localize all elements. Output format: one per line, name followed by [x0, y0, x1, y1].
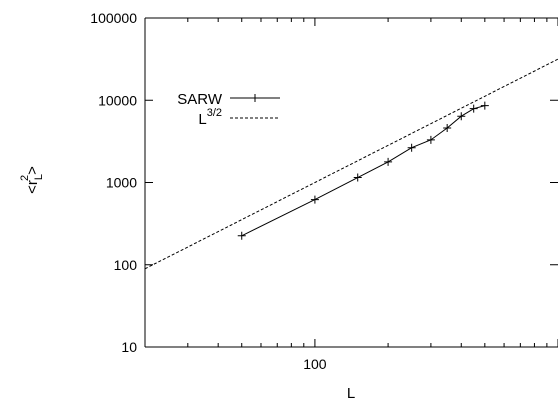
legend-label-power-law-base: L: [198, 111, 206, 128]
y-axis-label-subscript: L: [33, 174, 45, 180]
series-line-sarw: [241, 105, 485, 237]
y-axis-label-base: <r: [24, 180, 41, 194]
y-tick-label: 10: [121, 339, 137, 355]
sarw-point: [407, 143, 416, 152]
sarw-point: [457, 112, 466, 121]
sarw-point: [443, 123, 452, 132]
y-axis-label: <rL2>: [19, 166, 45, 194]
legend: SARW L3/2: [177, 91, 280, 128]
y-tick-label: 100: [114, 257, 138, 273]
legend-label-sarw: SARW: [177, 91, 223, 108]
y-tick-label: 1000: [106, 175, 137, 191]
sarw-point: [310, 195, 319, 204]
y-tick-label: 10000: [98, 92, 137, 108]
series-line-power-law: [145, 58, 558, 270]
legend-label-power-law-exponent: 3/2: [207, 107, 222, 119]
y-tick-label: 100000: [90, 10, 137, 26]
x-tick-label: 100: [303, 356, 327, 372]
sarw-point: [353, 173, 362, 182]
series-layer: [145, 58, 558, 270]
sarw-point: [384, 157, 393, 166]
sarw-point: [237, 231, 246, 240]
sarw-point: [469, 104, 478, 113]
y-axis-label-superscript: 2: [19, 175, 31, 181]
x-axis-label: L: [347, 385, 355, 402]
sarw-point: [426, 135, 435, 144]
x-axis-ticks: 100: [144, 18, 558, 372]
sarw-point: [480, 101, 489, 110]
svg-text:<rL2>: <rL2>: [19, 166, 45, 194]
plot-frame: [144, 17, 558, 348]
y-axis-ticks: 10 100 1000 10000 100000: [90, 10, 558, 355]
legend-marker-sarw: [251, 94, 259, 102]
y-axis-label-close: >: [24, 166, 41, 175]
legend-label-power-law: L3/2: [198, 107, 222, 128]
